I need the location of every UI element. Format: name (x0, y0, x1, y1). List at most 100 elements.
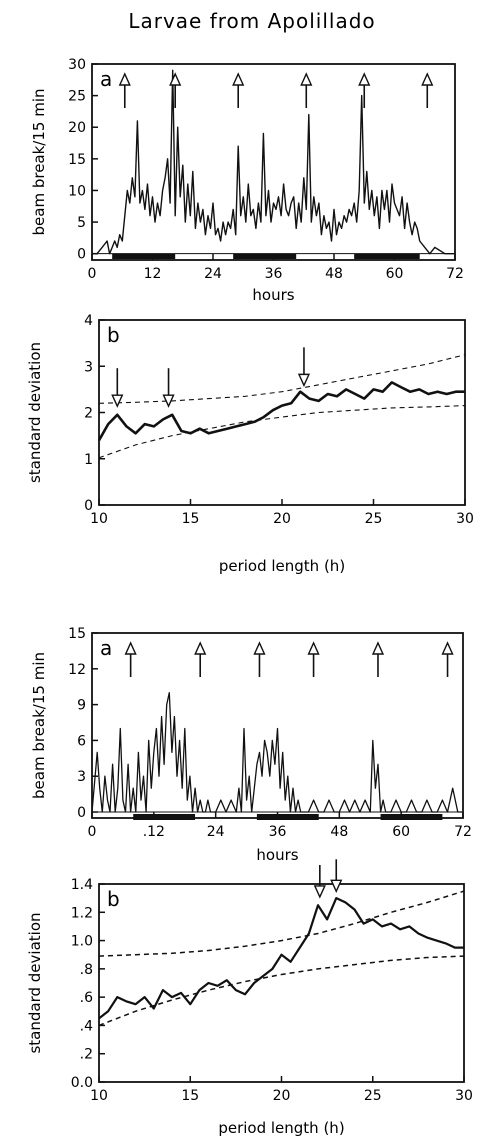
figure-title-text: Larvae from Apolillado (128, 9, 375, 33)
peak-arrow-icon (371, 641, 385, 677)
panel-2b: 10 15 20 25 30 0.0 .2 .4 .6 .8 1.0 1.2 1.4 b period le… (26, 859, 473, 1137)
y-tick-label: 1.0 (71, 934, 93, 950)
y-tick-label: 6 (77, 733, 86, 749)
y-axis-label: beam break/15 min (30, 652, 48, 799)
confidence-limit-line (98, 405, 466, 459)
y-tick-label: 0 (77, 805, 86, 821)
peak-arrow-icon (441, 641, 454, 677)
x-tick-label: 72 (446, 266, 464, 282)
peak-arrow-icon (118, 72, 131, 108)
y-axis-label: standard deviation (26, 912, 44, 1053)
y-tick-label: 1.4 (71, 877, 93, 893)
x-tick-label: 36 (265, 266, 283, 282)
peak-arrow-icon (297, 347, 311, 388)
peak-arrow-icon (313, 864, 326, 899)
x-tick-label: 0 (88, 266, 97, 282)
peak-arrow-icon (162, 368, 175, 408)
figure-title: Larvae from Apolillado (0, 0, 490, 42)
plot-frame (91, 63, 456, 261)
y-axis-label: standard deviation (26, 342, 44, 483)
dark-period-bar (233, 254, 297, 259)
peak-arrow-icon (111, 368, 124, 408)
panel-1b: 10 15 20 25 30 0 1 2 3 4b period length (h) standar… (26, 313, 474, 575)
x-tick-label: 48 (330, 824, 348, 840)
data-series-line (97, 381, 465, 441)
x-tick-label: 30 (455, 1088, 473, 1104)
dark-period-bar (112, 254, 176, 259)
x-tick-label: 24 (207, 824, 225, 840)
y-tick-label: 3 (77, 769, 86, 785)
x-tick-label: 36 (269, 824, 287, 840)
y-tick-label: 10 (68, 183, 86, 199)
y-tick-label: 25 (68, 89, 86, 105)
y-tick-label: 3 (84, 359, 93, 375)
plot-frame (98, 319, 466, 506)
dark-period-bar (380, 814, 443, 820)
panel-label: a (100, 67, 112, 91)
panel-1a: 0 12 24 36 48 60 72 0 5 10 15 20 25 30 a hours beam brea… (30, 57, 464, 304)
peak-arrow-icon (194, 641, 207, 677)
x-tick-label: 60 (392, 824, 410, 840)
panel-label: a (100, 636, 112, 660)
y-tick-label: 15 (68, 626, 86, 642)
confidence-limit-line (98, 354, 466, 404)
x-axis-label: hours (256, 846, 298, 864)
plot-frame (91, 632, 464, 819)
data-series-line (91, 692, 463, 813)
y-tick-label: .4 (80, 1018, 93, 1034)
plot-frame (98, 883, 465, 1083)
x-tick-label: 12 (144, 266, 162, 282)
data-series-line (92, 69, 455, 255)
y-tick-label: .8 (80, 962, 93, 978)
x-tick-label: 24 (204, 266, 222, 282)
dark-period-bar (354, 254, 420, 259)
y-tick-label: 0 (77, 247, 86, 263)
x-tick-label: 10 (90, 511, 108, 527)
x-tick-label: 20 (273, 511, 291, 527)
x-axis-label: hours (252, 286, 294, 304)
panel-label: b (107, 323, 120, 347)
data-series-line (98, 896, 464, 1020)
y-tick-label: 15 (68, 152, 86, 168)
x-axis-label: period length (h) (219, 557, 345, 575)
x-tick-label: 15 (181, 1088, 199, 1104)
peak-arrow-icon (358, 72, 371, 108)
y-tick-label: 4 (84, 313, 93, 329)
x-tick-label: 10 (90, 1088, 108, 1104)
x-axis-label: period length (h) (218, 1119, 344, 1137)
confidence-limit-line (98, 890, 465, 957)
x-tick-label: 30 (456, 511, 474, 527)
x-tick-label: 48 (325, 266, 343, 282)
y-tick-label: 0.0 (71, 1075, 93, 1091)
y-axis-label: beam break/15 min (30, 89, 48, 236)
peak-arrow-icon (307, 641, 320, 677)
y-tick-label: 0 (84, 498, 93, 514)
confidence-limit-line (98, 955, 465, 1027)
y-tick-label: 20 (68, 120, 86, 136)
x-tick-label: 0 (88, 824, 97, 840)
dark-period-bar (256, 814, 319, 820)
peak-arrow-icon (330, 859, 343, 894)
y-tick-label: .2 (80, 1047, 93, 1063)
dark-period-bar (133, 814, 196, 820)
y-tick-label: .6 (80, 990, 93, 1006)
x-tick-label: 72 (454, 824, 472, 840)
y-tick-label: 12 (68, 662, 86, 678)
y-tick-label: 1.2 (71, 905, 93, 921)
x-tick-label: 25 (365, 511, 383, 527)
y-tick-label: 2 (84, 406, 93, 422)
y-tick-label: 5 (77, 215, 86, 231)
y-tick-label: 1 (84, 452, 93, 468)
x-tick-label: .12 (143, 824, 165, 840)
x-tick-label: 15 (182, 511, 200, 527)
peak-arrow-icon (300, 72, 313, 108)
peak-arrow-icon (124, 641, 137, 677)
x-tick-label: 25 (364, 1088, 382, 1104)
x-tick-label: 20 (273, 1088, 291, 1104)
peak-arrow-icon (421, 72, 434, 108)
panel-label: b (107, 887, 120, 911)
peak-arrow-icon (232, 72, 245, 108)
peak-arrow-icon (169, 72, 182, 108)
